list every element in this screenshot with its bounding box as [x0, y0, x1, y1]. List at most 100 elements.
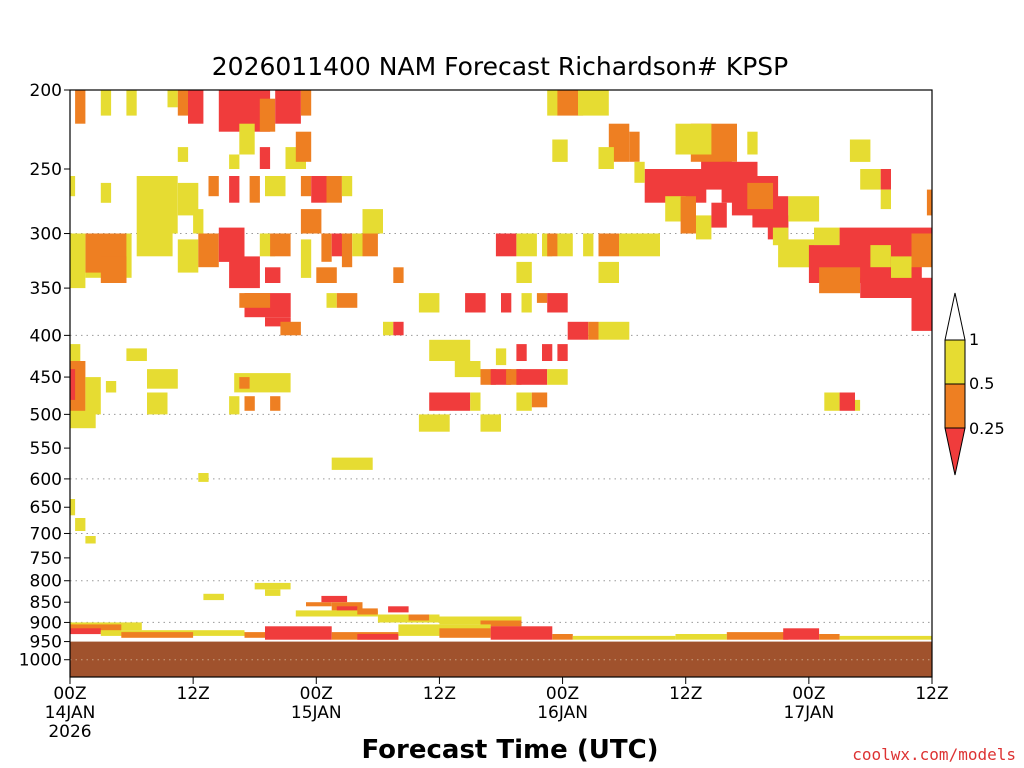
ri-cell	[634, 161, 645, 183]
x-tick-label: 00Z	[300, 684, 333, 704]
ri-cell	[547, 90, 558, 116]
ri-cell	[598, 261, 619, 283]
ri-cell	[136, 176, 178, 234]
ri-cell	[239, 293, 271, 308]
ri-cell	[229, 396, 240, 415]
ri-cell	[629, 131, 640, 162]
y-tick-label: 500	[30, 405, 62, 425]
ri-cell	[229, 176, 240, 203]
ri-cell	[167, 90, 178, 108]
ri-cell	[547, 233, 558, 257]
y-tick-label: 850	[30, 593, 62, 613]
ri-cell	[839, 392, 855, 411]
ri-cell	[357, 608, 378, 615]
ri-cell	[439, 628, 491, 638]
credit-text: coolwx.com/models	[852, 745, 1016, 764]
ri-cell	[70, 410, 96, 429]
ri-cell	[300, 239, 312, 278]
x-tick-date: 14JAN	[45, 703, 96, 723]
colorbar-top-arrow	[944, 292, 966, 341]
x-tick-label: 12Z	[423, 684, 456, 704]
ri-cell	[306, 602, 332, 607]
ri-cell	[341, 233, 353, 268]
ri-cell	[516, 392, 532, 411]
ri-cell	[911, 283, 932, 331]
ri-cell	[229, 154, 240, 169]
ri-cell	[336, 293, 358, 308]
ri-cell	[193, 209, 204, 234]
ri-cell	[70, 624, 122, 633]
ri-cell	[521, 293, 532, 313]
richardson-cells	[70, 90, 932, 640]
ri-cell	[331, 233, 342, 257]
ri-cell	[711, 202, 727, 228]
ri-cell	[788, 196, 820, 222]
ri-cell	[300, 209, 322, 234]
ri-cell	[239, 123, 255, 155]
ri-cell	[85, 536, 96, 544]
ri-cell	[393, 321, 404, 336]
y-tick-label: 800	[30, 572, 62, 592]
ri-cell	[819, 267, 861, 294]
ri-cell	[418, 414, 450, 432]
ri-cell	[891, 256, 912, 278]
ri-cell	[911, 233, 932, 268]
ri-cell	[547, 293, 568, 313]
ri-cell	[100, 256, 127, 283]
y-tick-label: 750	[30, 549, 62, 569]
ri-cell	[490, 369, 512, 385]
colorbar-label-0.25: 0.25	[969, 419, 1005, 438]
y-tick-label: 550	[30, 439, 62, 459]
ri-cell	[516, 369, 548, 385]
colorbar-bottom-arrow	[944, 427, 966, 476]
x-tick-label: 12Z	[669, 684, 702, 704]
ri-cell	[147, 369, 178, 389]
ri-cell	[295, 610, 378, 617]
ri-cell	[265, 626, 332, 640]
y-tick-label: 700	[30, 524, 62, 544]
ri-cell	[70, 369, 76, 400]
ri-cell	[300, 176, 312, 197]
ri-cell	[70, 233, 86, 289]
x-tick-date: 15JAN	[291, 703, 342, 723]
y-tick-label: 450	[30, 368, 62, 388]
ri-cell	[516, 233, 537, 257]
ri-cell	[316, 267, 337, 283]
ri-cell	[531, 392, 548, 408]
ri-cell	[177, 147, 189, 162]
ri-cell	[557, 344, 568, 361]
ri-cell	[105, 381, 117, 393]
ri-cell	[598, 321, 630, 340]
x-tick-date: 16JAN	[537, 703, 588, 723]
ri-cell	[480, 620, 522, 627]
ri-cell	[516, 261, 532, 283]
x-tick-label: 12Z	[177, 684, 210, 704]
ri-cell	[136, 233, 173, 257]
ri-cell	[100, 90, 112, 116]
chart-title: 2026011400 NAM Forecast Richardson# KPSP	[212, 52, 788, 81]
ri-cell	[465, 293, 486, 313]
x-tick-year: 2026	[48, 722, 91, 742]
x-tick-label: 00Z	[792, 684, 825, 704]
y-tick-label: 350	[30, 279, 62, 299]
ri-cell	[70, 628, 101, 635]
y-tick-label: 1000	[19, 651, 62, 671]
ri-cell	[480, 414, 501, 432]
ri-cell	[778, 239, 814, 268]
ri-cell	[126, 348, 147, 361]
ri-cell	[454, 361, 481, 378]
ri-cell	[295, 131, 312, 162]
ri-cell	[254, 582, 291, 590]
ri-cell	[177, 239, 199, 273]
ri-cell	[393, 267, 404, 283]
x-tick-label: 00Z	[546, 684, 579, 704]
ri-cell	[824, 392, 840, 411]
ri-cell	[75, 518, 86, 531]
x-axis-label: Forecast Time (UTC)	[361, 735, 658, 765]
y-tick-label: 400	[30, 326, 62, 346]
ri-cell	[362, 209, 383, 234]
ri-cell	[244, 632, 265, 638]
ri-cell	[495, 233, 517, 257]
colorbar-legend: 1 0.5 0.25	[944, 292, 1005, 476]
ri-cell	[100, 182, 112, 203]
